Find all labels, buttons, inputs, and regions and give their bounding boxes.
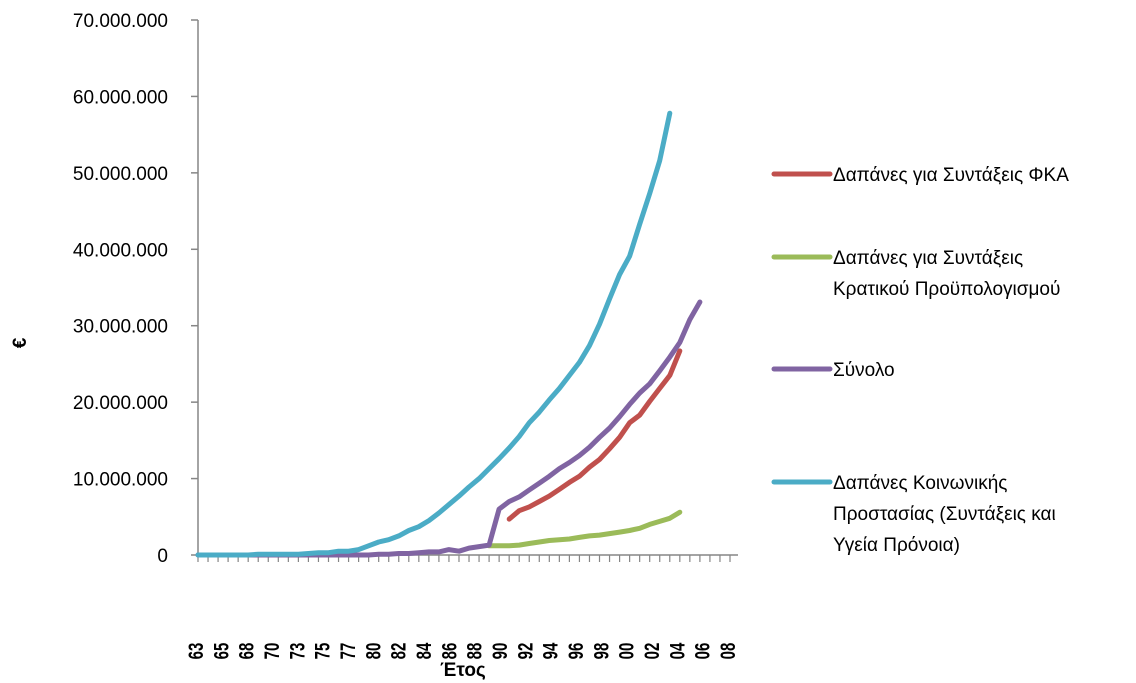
legend-label-line: Σύνολο [833,360,895,381]
legend-label-line: Δαπάνες για Συντάξεις ΦΚΑ [833,165,1069,186]
series-lines [195,110,703,558]
legend-label-line: Προστασίας (Συντάξεις και [833,504,1056,525]
y-tick-label: 10.000.000 [73,470,168,491]
y-axis-ticks: 0 10.000.000 20.000.000 30.000.000 40.000.00… [73,11,198,567]
y-tick-label: 70.000.000 [73,11,168,32]
x-tick-label: 94 [538,642,562,659]
x-axis-title: Έτος [440,660,486,681]
legend-label-line: Κρατικού Προϋπολογισμού [833,279,1060,300]
y-tick-label: 30.000.000 [73,317,168,338]
x-tick-label: 86 [437,643,461,660]
x-tick-label: 70 [259,643,283,660]
series-line [506,348,683,522]
x-tick-label: 00 [614,643,638,660]
x-tick-label: 96 [563,643,587,660]
y-tick-label: 40.000.000 [73,240,168,261]
x-tick-label: 84 [411,642,435,659]
legend-label: Δαπάνες Κοινωνικής Προστασίας (Συντάξεις … [833,473,1056,556]
legend: Δαπάνες για Συντάξεις ΦΚΑ Δαπάνες για Συν… [771,165,1069,556]
series-line [195,110,673,558]
legend-label: Σύνολο [833,360,895,381]
legend-label-line: Δαπάνες για Συντάξεις [833,248,1023,269]
legend-label: Δαπάνες για Συντάξεις Κρατικού Προϋπολογι… [833,248,1060,300]
legend-label-line: Υγεία Πρόνοια) [833,535,960,556]
x-tick-label: 68 [234,643,258,660]
y-axis-title: € [10,337,31,348]
x-tick-labels: 63 65 68 70 73 75 77 80 82 84 86 88 90 92 94 96 98 00 02 04… [183,642,739,659]
legend-label-line: Δαπάνες Κοινωνικής [833,473,1007,494]
x-tick-label: 92 [513,643,537,660]
x-tick-label: 80 [361,643,385,660]
y-tick-label: 0 [157,546,168,567]
x-tick-label: 04 [665,642,689,659]
x-tick-label: 65 [209,643,233,660]
x-tick-label: 82 [386,643,410,660]
x-tick-label: 77 [335,643,359,660]
x-tick-label: 90 [487,643,511,660]
x-tick-label: 02 [639,643,663,660]
y-tick-label: 20.000.000 [73,393,168,414]
x-tick-label: 73 [285,643,309,660]
x-tick-label: 88 [462,643,486,660]
series-line [486,509,683,549]
x-tick-label: 98 [589,643,613,660]
x-tick-label: 08 [715,643,739,660]
legend-label: Δαπάνες για Συντάξεις ΦΚΑ [833,165,1069,186]
x-tick-label: 75 [310,643,334,660]
y-tick-label: 60.000.000 [73,87,168,108]
x-tick-label: 06 [690,643,714,660]
y-tick-label: 50.000.000 [73,164,168,185]
x-tick-label: 63 [183,643,207,660]
